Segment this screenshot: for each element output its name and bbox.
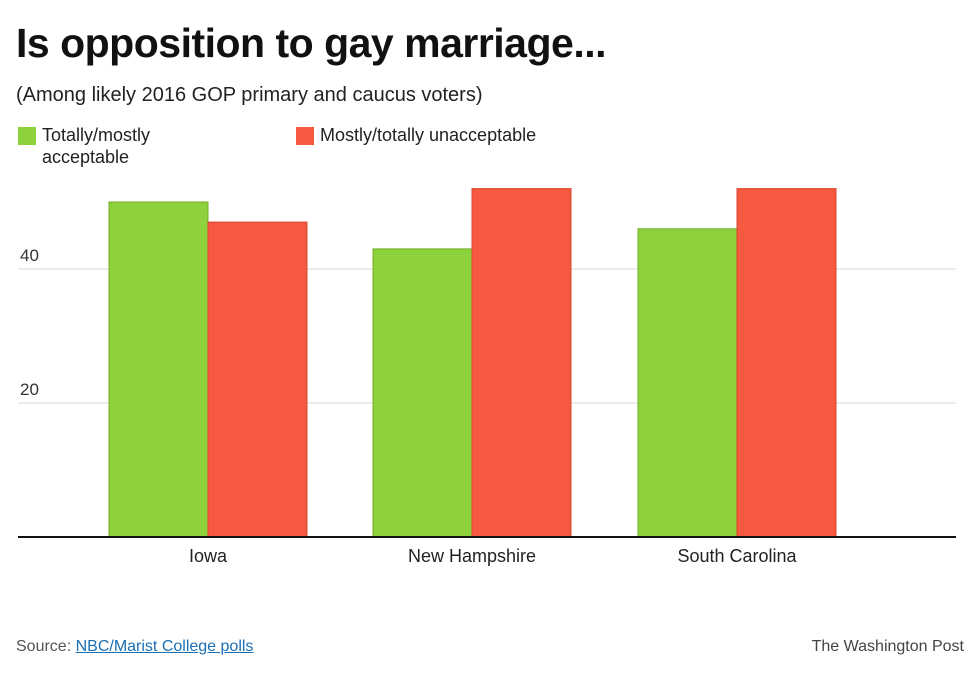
axis-ticks: 20 40 Iowa New Hampshire South Carolina [20,246,798,566]
bar-acceptable-south-carolina [637,228,738,538]
bars [108,188,837,538]
legend-swatch-unacceptable [296,127,314,145]
legend-item-acceptable: Totally/mostly acceptable [18,124,182,168]
legend-label-unacceptable: Mostly/totally unacceptable [320,125,537,145]
legend-swatch-acceptable [18,127,36,145]
legend-item-unacceptable: Mostly/totally unacceptable [296,124,536,146]
bar-unacceptable-south-carolina [736,188,837,538]
bar-acceptable-new-hampshire [372,248,473,538]
bar-unacceptable-new-hampshire [471,188,572,538]
x-tick-label: Iowa [189,546,228,566]
chart-subtitle: (Among likely 2016 GOP primary and caucu… [16,84,483,106]
chart-title: Is opposition to gay marriage... [16,20,607,66]
publisher-credit: The Washington Post [811,638,964,655]
bar-acceptable-iowa [108,201,209,538]
source-note: Source: NBC/Marist College polls [16,638,253,656]
legend-label-acceptable: Totally/mostly acceptable [42,125,151,167]
bar-unacceptable-iowa [207,221,308,538]
y-tick-label: 40 [20,246,39,265]
x-tick-label: New Hampshire [408,546,536,566]
source-link[interactable]: NBC/Marist College polls [75,638,254,655]
x-tick-label: South Carolina [677,546,797,566]
source-prefix: Source: [16,638,76,655]
y-tick-label: 20 [20,380,39,399]
